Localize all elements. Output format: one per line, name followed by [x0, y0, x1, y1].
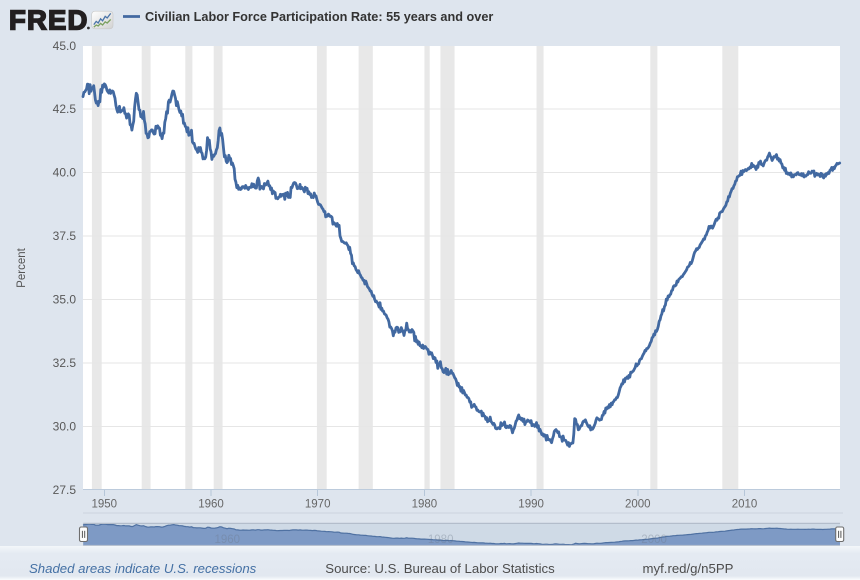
svg-text:2010: 2010 [732, 499, 758, 511]
svg-text:2000: 2000 [625, 499, 651, 511]
svg-text:27.5: 27.5 [53, 483, 77, 497]
svg-text:1990: 1990 [518, 499, 544, 511]
svg-text:Source: U.S. Bureau of Labor S: Source: U.S. Bureau of Labor Statistics [325, 561, 555, 576]
svg-text:2000: 2000 [641, 534, 667, 546]
svg-text:Percent: Percent [16, 247, 28, 287]
svg-text:32.5: 32.5 [53, 356, 77, 370]
svg-text:40.0: 40.0 [53, 166, 77, 180]
svg-text:1970: 1970 [305, 499, 331, 511]
svg-text:Shaded areas indicate U.S. rec: Shaded areas indicate U.S. recessions [29, 561, 257, 576]
svg-text:FRED: FRED [9, 5, 88, 36]
svg-text:myf.red/g/n5PP: myf.red/g/n5PP [643, 561, 734, 576]
svg-text:30.0: 30.0 [53, 420, 77, 434]
svg-text:42.5: 42.5 [53, 102, 77, 116]
svg-text:1950: 1950 [92, 499, 118, 511]
svg-text:1960: 1960 [198, 499, 224, 511]
svg-text:37.5: 37.5 [53, 229, 77, 243]
svg-text:Civilian Labor Force Participa: Civilian Labor Force Participation Rate:… [145, 10, 493, 24]
svg-text:1980: 1980 [428, 534, 454, 546]
svg-text:45.0: 45.0 [53, 39, 77, 53]
svg-text:1980: 1980 [412, 499, 438, 511]
svg-text:1960: 1960 [215, 534, 241, 546]
svg-text:35.0: 35.0 [53, 293, 77, 307]
